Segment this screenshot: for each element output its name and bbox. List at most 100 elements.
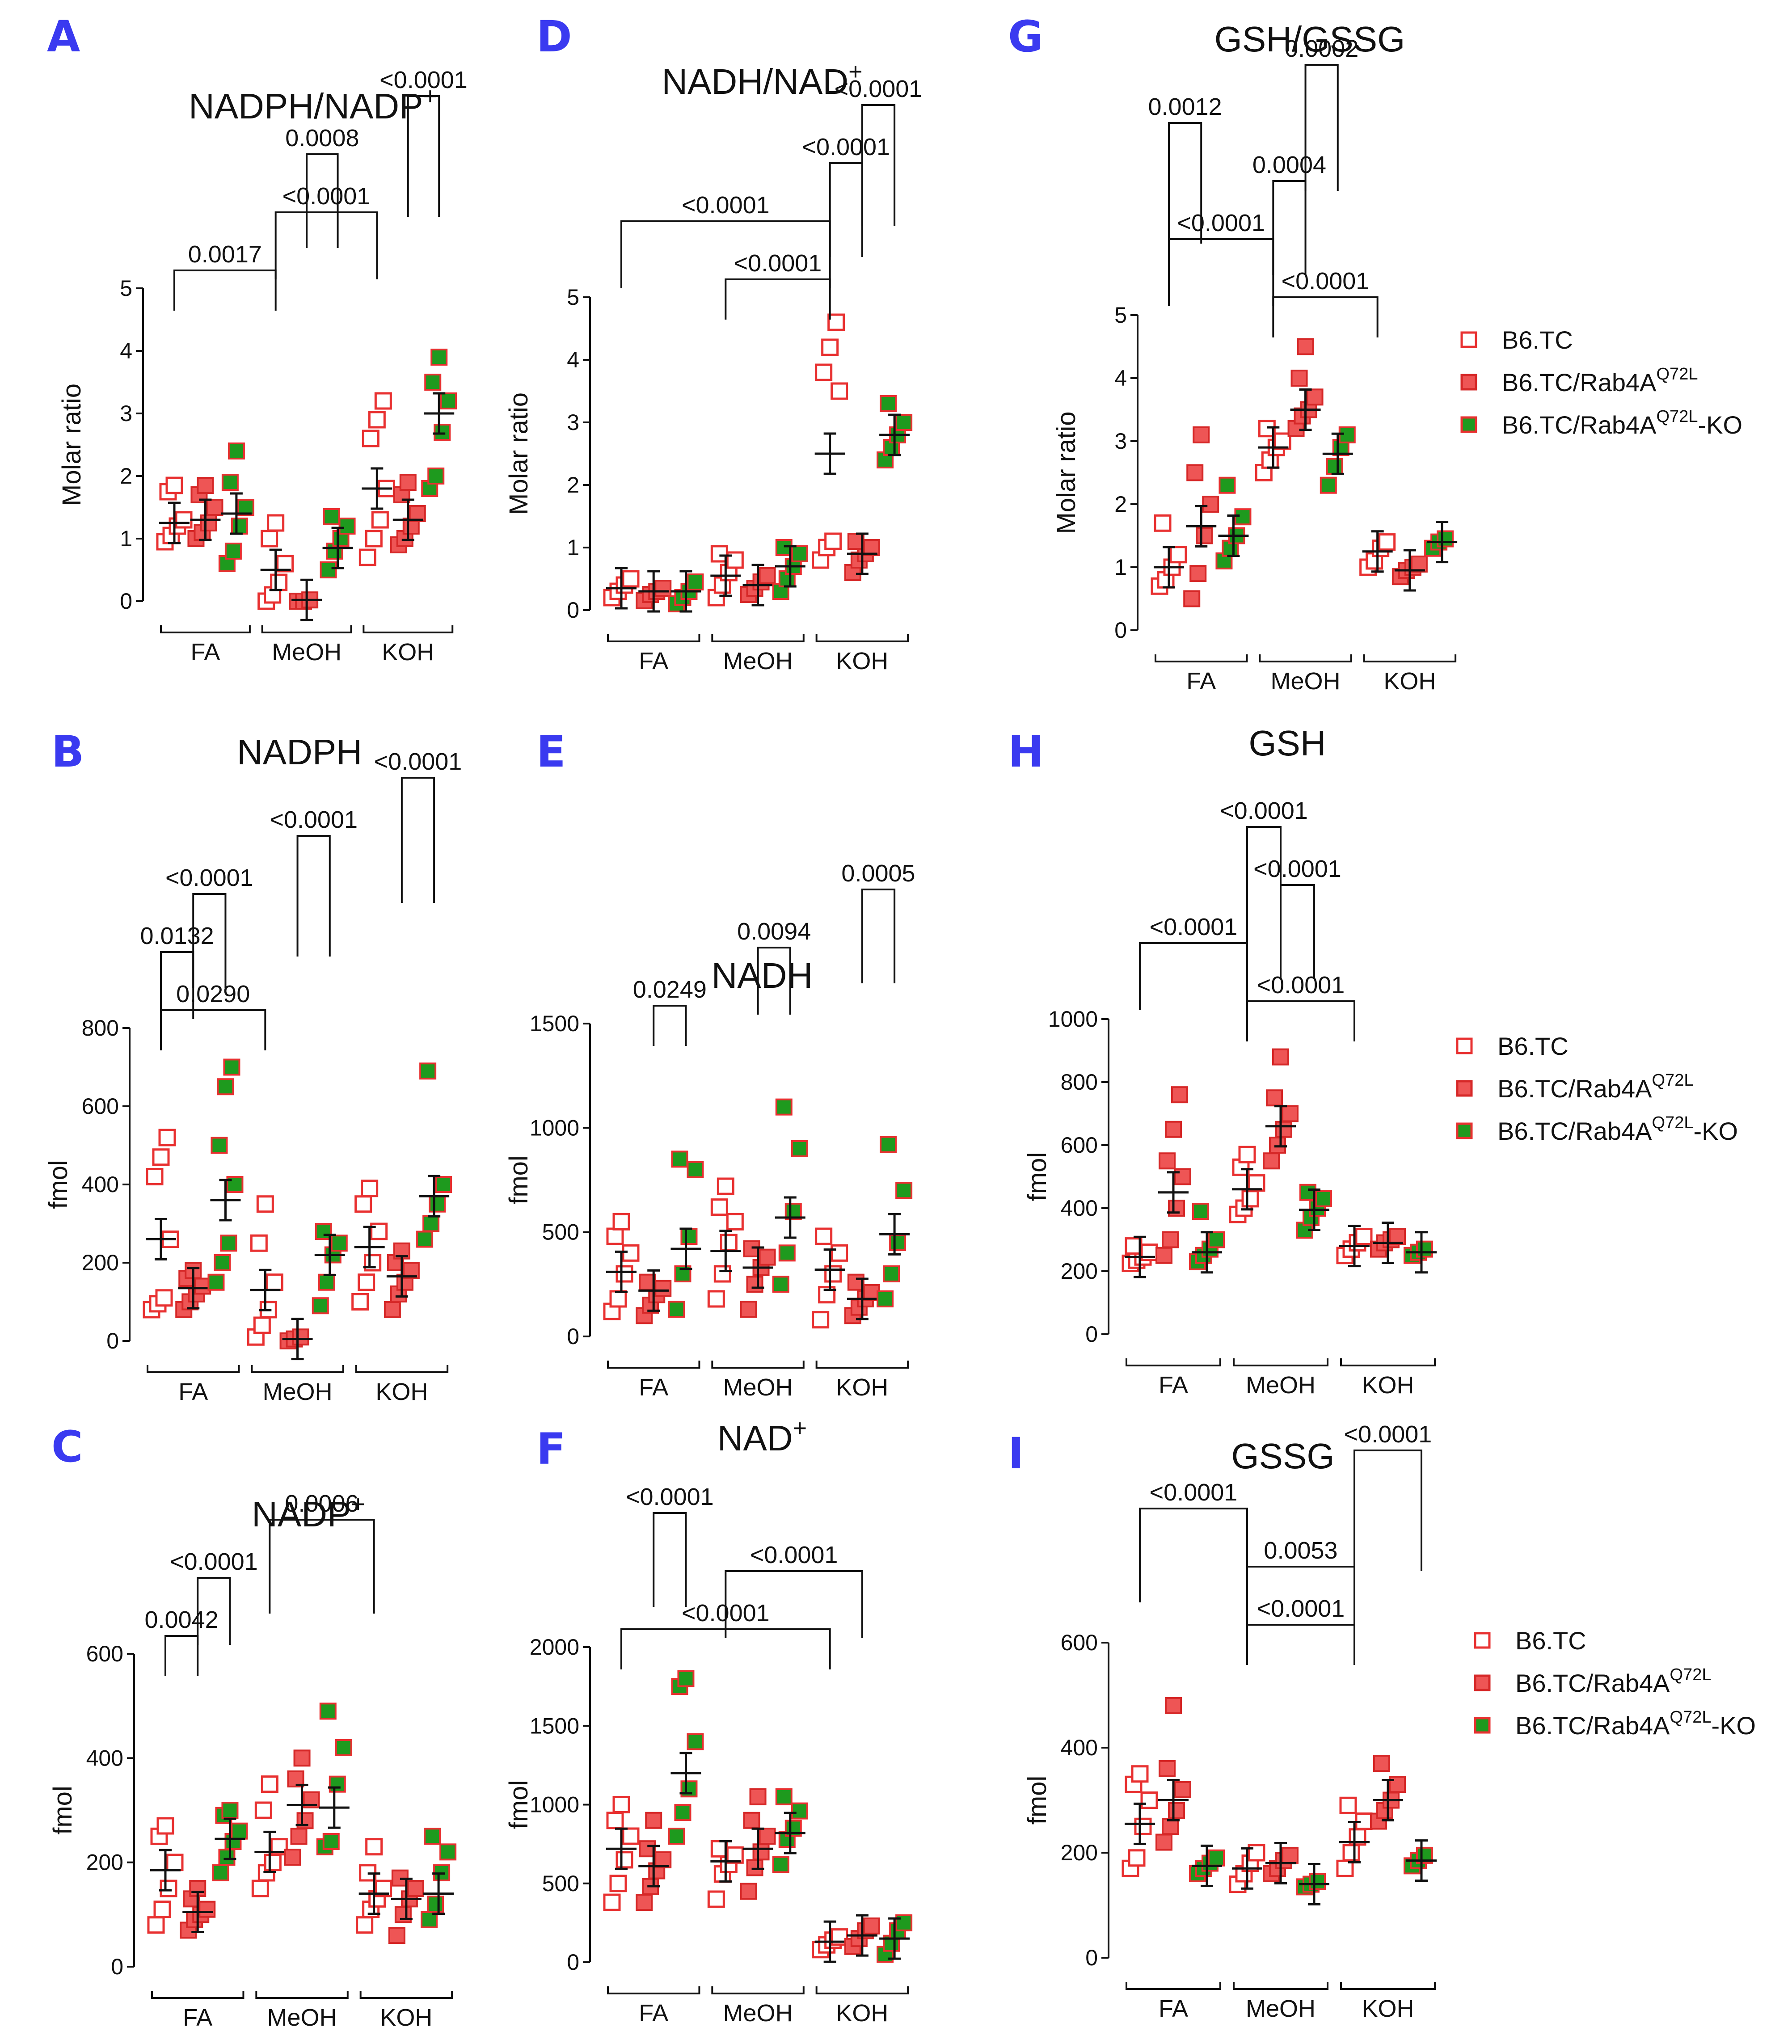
p-value-label: <0.0001 — [734, 250, 822, 277]
panel-e: E NADH 0 500 1000 1500 fmol FA MeOH KOH 0.0249 0.00… — [504, 727, 915, 1401]
y-tick-label: 2 — [1114, 492, 1127, 517]
data-point — [354, 1195, 372, 1213]
group-bracket — [1126, 1982, 1221, 1990]
data-point — [772, 1856, 789, 1873]
data-point — [815, 363, 833, 381]
panel-letter: A — [47, 12, 80, 62]
y-tick-label: 400 — [1061, 1735, 1098, 1760]
y-tick-label: 600 — [1061, 1630, 1098, 1655]
data-point — [775, 1098, 793, 1116]
panel-c: C NADP+ 0 200 400 600 fmol FA MeOH KOH 0.0042 <0.00… — [48, 1422, 457, 2031]
data-point — [847, 1273, 864, 1291]
data-point — [863, 1917, 880, 1934]
data-point — [330, 1235, 348, 1252]
group-bracket — [1233, 1982, 1328, 1990]
data-point — [863, 539, 880, 556]
data-point — [312, 1297, 329, 1315]
data-point — [1128, 1849, 1146, 1867]
p-value-label: <0.0001 — [374, 748, 462, 775]
y-tick-label: 5 — [567, 285, 579, 310]
data-point — [1202, 496, 1219, 513]
p-value-label: 0.0094 — [737, 918, 811, 945]
group-label: KOH — [836, 1374, 888, 1401]
data-point — [427, 1896, 444, 1913]
p-value-label: <0.0001 — [1220, 797, 1308, 824]
significance-bracket — [401, 777, 435, 903]
group-label: KOH — [382, 639, 434, 666]
significance-bracket — [1168, 122, 1202, 244]
p-value-label: <0.0001 — [1150, 1479, 1238, 1506]
data-point — [416, 1231, 434, 1248]
p-value-label: 0.0132 — [140, 923, 214, 949]
data-point — [1266, 1089, 1283, 1107]
p-value-label: 0.0005 — [841, 860, 915, 887]
data-point — [1339, 1796, 1357, 1814]
chart-title: NADH — [712, 956, 813, 995]
panel-a: A NADPH/NADP+ 0 1 2 3 4 5 Molar ratio FA MeOH KOH 0.… — [47, 12, 468, 666]
data-point — [427, 468, 445, 485]
significance-bracket — [274, 211, 378, 279]
data-point — [388, 1927, 405, 1944]
significance-bracket — [1304, 64, 1339, 191]
data-point — [315, 1223, 332, 1240]
group-label: KOH — [1362, 1372, 1414, 1399]
data-point — [1320, 476, 1337, 494]
y-tick-label: 0 — [1085, 1322, 1098, 1347]
group-label: FA — [1159, 1995, 1188, 2022]
data-point — [1183, 590, 1201, 607]
group-label: FA — [178, 1378, 208, 1405]
y-tick-label: 0 — [567, 1324, 579, 1349]
group-label: KOH — [836, 648, 888, 674]
p-value-label: <0.0001 — [682, 192, 770, 219]
data-point — [824, 532, 842, 550]
significance-bracket — [861, 104, 896, 226]
data-point — [1326, 458, 1343, 475]
data-point — [1155, 1833, 1172, 1851]
y-tick-label: 1000 — [530, 1792, 579, 1817]
data-point — [165, 476, 183, 494]
data-point — [687, 573, 704, 590]
data-point — [749, 1788, 767, 1805]
y-tick-label: 3 — [567, 410, 579, 435]
data-point — [1155, 1247, 1172, 1264]
data-point — [815, 1227, 833, 1245]
data-point — [434, 424, 451, 441]
data-point — [1410, 555, 1428, 573]
legend-superscript: Q72L — [1652, 1113, 1694, 1132]
significance-bracket — [164, 1635, 199, 1676]
y-axis-label: fmol — [1023, 1776, 1052, 1825]
chart-title: GSH/GSSG — [1214, 19, 1405, 59]
data-point — [1299, 1184, 1316, 1201]
data-point — [645, 1812, 662, 1829]
data-point — [440, 392, 457, 409]
data-point — [1338, 426, 1356, 443]
data-point — [335, 1739, 352, 1756]
y-tick-label: 600 — [86, 1641, 123, 1666]
data-point — [1355, 1227, 1373, 1245]
p-value-label: 0.0249 — [633, 976, 707, 1003]
group-label: FA — [190, 639, 220, 666]
data-point — [223, 1058, 240, 1076]
data-point — [677, 1670, 695, 1687]
p-value-label: <0.0001 — [750, 1542, 838, 1568]
data-point — [759, 1248, 776, 1266]
data-point — [211, 1137, 228, 1154]
panel-letter: F — [536, 1424, 566, 1474]
group-bracket — [815, 634, 909, 642]
data-point — [791, 1140, 808, 1157]
p-value-label: <0.0001 — [1150, 914, 1238, 940]
legend-label: B6.TC/Rab4AQ72L-KO — [1502, 407, 1742, 439]
group-bracket — [1126, 1358, 1221, 1366]
data-point — [1241, 1190, 1259, 1208]
group-label: MeOH — [1271, 668, 1341, 695]
data-point — [1165, 1697, 1182, 1714]
data-point — [292, 1328, 309, 1346]
data-point — [791, 545, 808, 562]
y-tick-label: 4 — [1114, 366, 1127, 391]
y-tick-label: 2 — [120, 464, 132, 489]
group-bracket — [1233, 1358, 1328, 1366]
data-point — [329, 1775, 346, 1793]
data-point — [237, 499, 254, 516]
data-point — [883, 1265, 900, 1282]
data-point — [636, 1894, 653, 1911]
